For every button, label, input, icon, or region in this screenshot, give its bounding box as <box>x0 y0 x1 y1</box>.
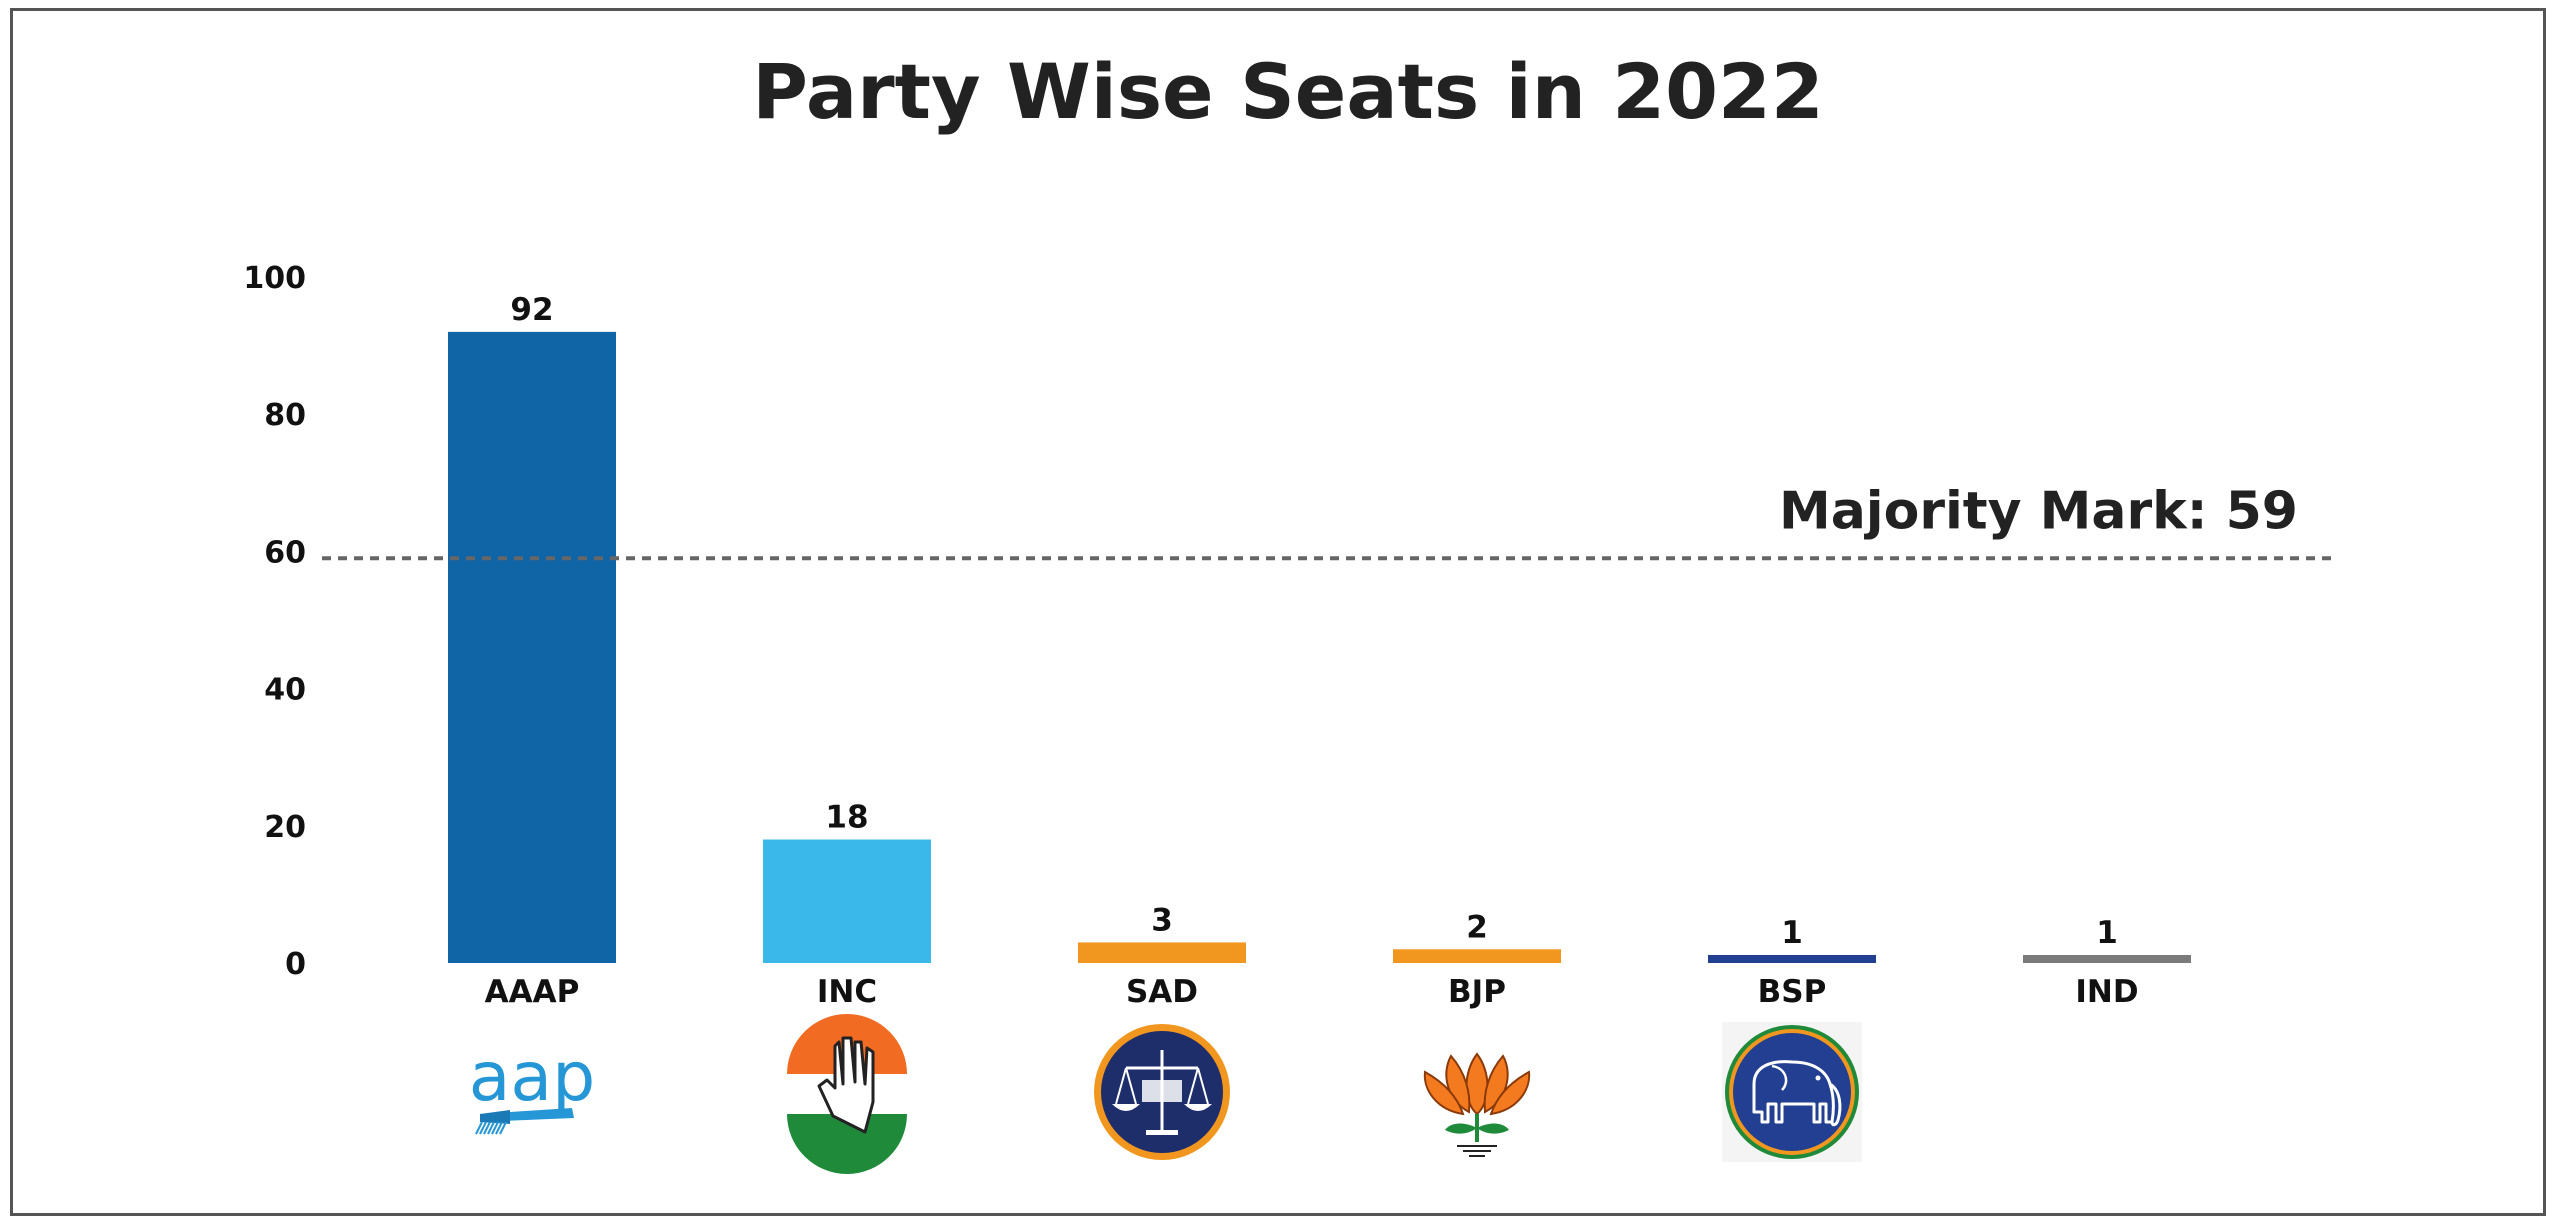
category-label: BSP <box>1758 974 1827 1010</box>
chart-frame <box>10 8 2546 1216</box>
value-label: 1 <box>2096 915 2118 951</box>
akali-dal-scales-logo <box>1094 1024 1230 1160</box>
bjp-lotus-logo <box>1423 1052 1531 1157</box>
category-label: SAD <box>1126 974 1198 1010</box>
bar-sad <box>1078 942 1246 963</box>
category-label: BJP <box>1448 974 1506 1010</box>
bsp-elephant-logo <box>1722 1022 1862 1162</box>
y-tick-label: 20 <box>264 810 306 845</box>
bar-bjp <box>1393 949 1561 963</box>
y-tick-label: 60 <box>264 535 306 570</box>
value-label: 3 <box>1151 902 1173 938</box>
y-axis: 0 20 40 60 80 100 <box>243 261 306 982</box>
y-tick-label: 80 <box>264 398 306 433</box>
bar-aaap <box>448 331 616 963</box>
category-labels: AAAP INC SAD BJP BSP IND <box>485 974 2139 1010</box>
majority-line-group: Majority Mark: 59 <box>322 481 2332 561</box>
value-label: 2 <box>1466 909 1488 945</box>
category-label: INC <box>817 974 877 1010</box>
aap-logo-text: aap <box>469 1038 596 1117</box>
bars <box>448 331 2191 963</box>
majority-label: Majority Mark: 59 <box>1779 481 2298 541</box>
bar-inc <box>763 839 931 963</box>
aap-broom-logo: aap <box>469 1038 596 1135</box>
bar-ind <box>2023 955 2191 963</box>
y-tick-label: 0 <box>285 947 306 982</box>
category-label: AAAP <box>485 974 580 1010</box>
category-label: IND <box>2075 974 2138 1010</box>
bar-bsp <box>1708 955 1876 963</box>
value-label: 1 <box>1781 915 1803 951</box>
y-tick-label: 100 <box>243 261 306 296</box>
party-logos: aap <box>469 1014 1862 1174</box>
value-labels: 92 18 3 2 1 1 <box>510 292 2117 951</box>
value-label: 18 <box>825 800 868 836</box>
value-label: 92 <box>510 292 553 328</box>
congress-hand-logo <box>787 1014 907 1174</box>
y-tick-label: 40 <box>264 673 306 708</box>
chart-title: Party Wise Seats in 2022 <box>752 47 1824 136</box>
